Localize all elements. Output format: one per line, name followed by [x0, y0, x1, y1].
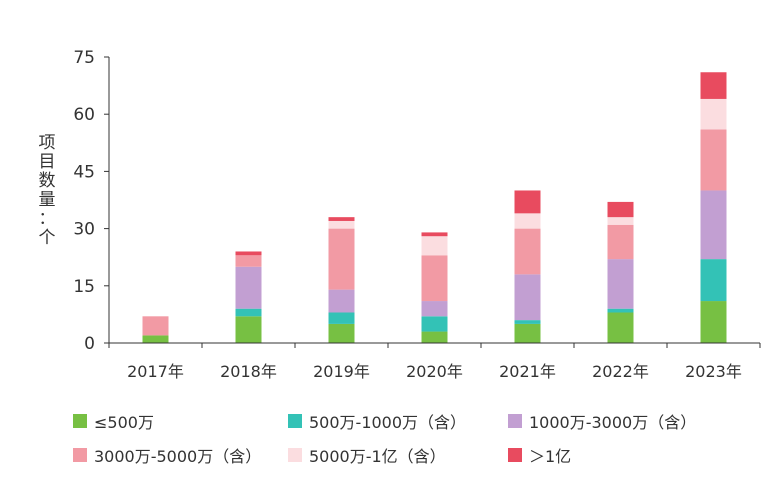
bar-segment: [421, 232, 448, 237]
x-tick-label: 2020年: [406, 362, 463, 381]
legend-swatch: [508, 414, 522, 428]
y-axis-label-char: 个: [38, 228, 56, 248]
x-tick-label: 2018年: [220, 362, 277, 381]
x-ticks-group: 2017年 2018年 2019年 2020年 2021年 2022年 2023年: [108, 343, 761, 381]
legend-swatch: [73, 448, 87, 462]
bar-segment: [235, 316, 262, 343]
bar-segment: [607, 259, 634, 309]
bar-segment: [421, 316, 448, 332]
bar-segment: [700, 259, 727, 302]
y-tick-label: 45: [73, 162, 95, 182]
y-tick-label: 0: [84, 334, 95, 354]
x-tick-label: 2021年: [499, 362, 556, 381]
legend-label: 3000万-5000万（含）: [94, 447, 262, 466]
bar-segment: [142, 335, 169, 343]
axes-group: [108, 57, 760, 344]
bar-segment: [514, 190, 541, 214]
y-tick-label: 60: [73, 105, 95, 125]
legend-swatch: [508, 448, 522, 462]
bar-segment: [235, 308, 262, 317]
bar-segment: [421, 236, 448, 256]
bar-segment: [700, 98, 727, 130]
bar-segment: [514, 213, 541, 229]
bar-segment: [514, 320, 541, 324]
bar-segment: [514, 323, 541, 343]
bar-segment: [328, 323, 355, 343]
bar-segment: [142, 316, 169, 336]
legend-label: 500万-1000万（含）: [309, 413, 467, 432]
legend-swatch: [288, 414, 302, 428]
legend-item: ＞1亿: [508, 444, 571, 466]
bar-segment: [607, 224, 634, 260]
bar-segment: [328, 289, 355, 313]
y-tick-label: 30: [73, 220, 95, 240]
bar-segment: [514, 274, 541, 321]
bar-segment: [607, 312, 634, 343]
y-tick-label: 15: [73, 277, 95, 297]
x-tick-label: 2022年: [592, 362, 649, 381]
legend-item: 5000万-1亿（含）: [288, 444, 446, 466]
legend-label: 5000万-1亿（含）: [309, 447, 446, 466]
bar-segment: [607, 308, 634, 313]
y-axis-label-char: ：: [38, 209, 56, 229]
legend-swatch: [73, 414, 87, 428]
bar-segment: [328, 217, 355, 221]
bar-segment: [700, 129, 727, 191]
y-axis-label-char: 数: [38, 171, 56, 191]
bar-segment: [235, 255, 262, 267]
bar-segment: [328, 220, 355, 229]
x-tick-label: 2017年: [127, 362, 184, 381]
bar-segment: [700, 301, 727, 343]
bar-segment: [235, 251, 262, 256]
bars-group: [142, 72, 727, 343]
legend-label: ≤500万: [94, 413, 154, 432]
x-tick-label: 2019年: [313, 362, 370, 381]
bar-segment: [421, 301, 448, 317]
bar-segment: [700, 72, 727, 99]
y-axis-label: 项目数量：个: [36, 134, 58, 248]
legend-item: 500万-1000万（含）: [288, 410, 466, 432]
legend-item: 1000万-3000万（含）: [508, 410, 696, 432]
y-axis-label-char: 量: [38, 190, 56, 210]
bar-segment: [700, 190, 727, 260]
bar-segment: [328, 228, 355, 290]
x-tick-label: 2023年: [685, 362, 742, 381]
legend-label: ＞1亿: [529, 447, 572, 466]
legend-item: ≤500万: [73, 410, 154, 432]
bar-segment: [421, 331, 448, 343]
y-ticks-group: 0 15 30 45 60 75: [73, 48, 109, 354]
bar-segment: [607, 201, 634, 218]
y-axis-label-char: 项: [38, 133, 56, 153]
bar-segment: [235, 266, 262, 309]
bar-segment: [607, 217, 634, 225]
legend-swatch: [288, 448, 302, 462]
bar-segment: [514, 228, 541, 275]
bar-segment: [421, 255, 448, 302]
legend-label: 1000万-3000万（含）: [529, 413, 697, 432]
y-tick-label: 75: [73, 48, 95, 68]
legend-item: 3000万-5000万（含）: [73, 444, 261, 466]
bar-segment: [328, 312, 355, 324]
y-axis-label-char: 目: [38, 152, 56, 172]
